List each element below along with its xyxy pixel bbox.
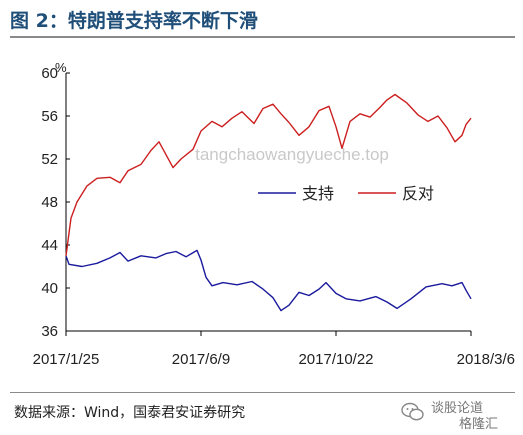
y-tick-label: 48	[41, 194, 58, 211]
x-tick-label: 2018/3/6	[457, 351, 515, 368]
title-rule	[10, 36, 515, 38]
chart-axes: 36 40 44 48 52 56 60% 2017/1/25 2017/6/9 2017/10/…	[33, 60, 515, 368]
y-tick-label: 60	[41, 65, 58, 82]
wechat-logo: 谈股论道 格隆汇	[397, 396, 517, 432]
chart-legend: 支持 反对	[258, 185, 434, 203]
legend-label-1: 反对	[402, 185, 434, 203]
title-bar: 图 2：特朗普支持率不断下滑	[10, 4, 515, 38]
y-tick-label: 56	[41, 108, 58, 125]
series-line-1	[65, 93, 472, 256]
watermark-text: tangchaowangyueche.top	[195, 145, 389, 164]
y-unit-label: %	[55, 60, 67, 75]
series-line-0	[65, 249, 472, 312]
chart-series	[65, 93, 472, 312]
y-tick-label: 36	[41, 323, 58, 340]
y-tick-label: 44	[41, 237, 58, 254]
x-tick-label: 2017/10/22	[298, 351, 373, 368]
y-tick-label: 40	[41, 280, 58, 297]
source-rule	[10, 392, 515, 393]
x-tick-label: 2017/1/25	[33, 351, 100, 368]
wechat-icon	[401, 402, 424, 421]
line-chart: 36 40 44 48 52 56 60% 2017/1/25 2017/6/9 2017/10/…	[33, 60, 515, 368]
page-title: 图 2：特朗普支持率不断下滑	[10, 10, 258, 32]
logo-line-1: 谈股论道	[431, 401, 484, 416]
source-note: 数据来源：Wind，国泰君安证券研究	[14, 405, 246, 421]
x-tick-label: 2017/6/9	[172, 351, 230, 368]
legend-label-0: 支持	[302, 185, 334, 203]
logo-line-2: 格隆汇	[459, 417, 499, 432]
y-tick-label: 52	[41, 151, 58, 168]
